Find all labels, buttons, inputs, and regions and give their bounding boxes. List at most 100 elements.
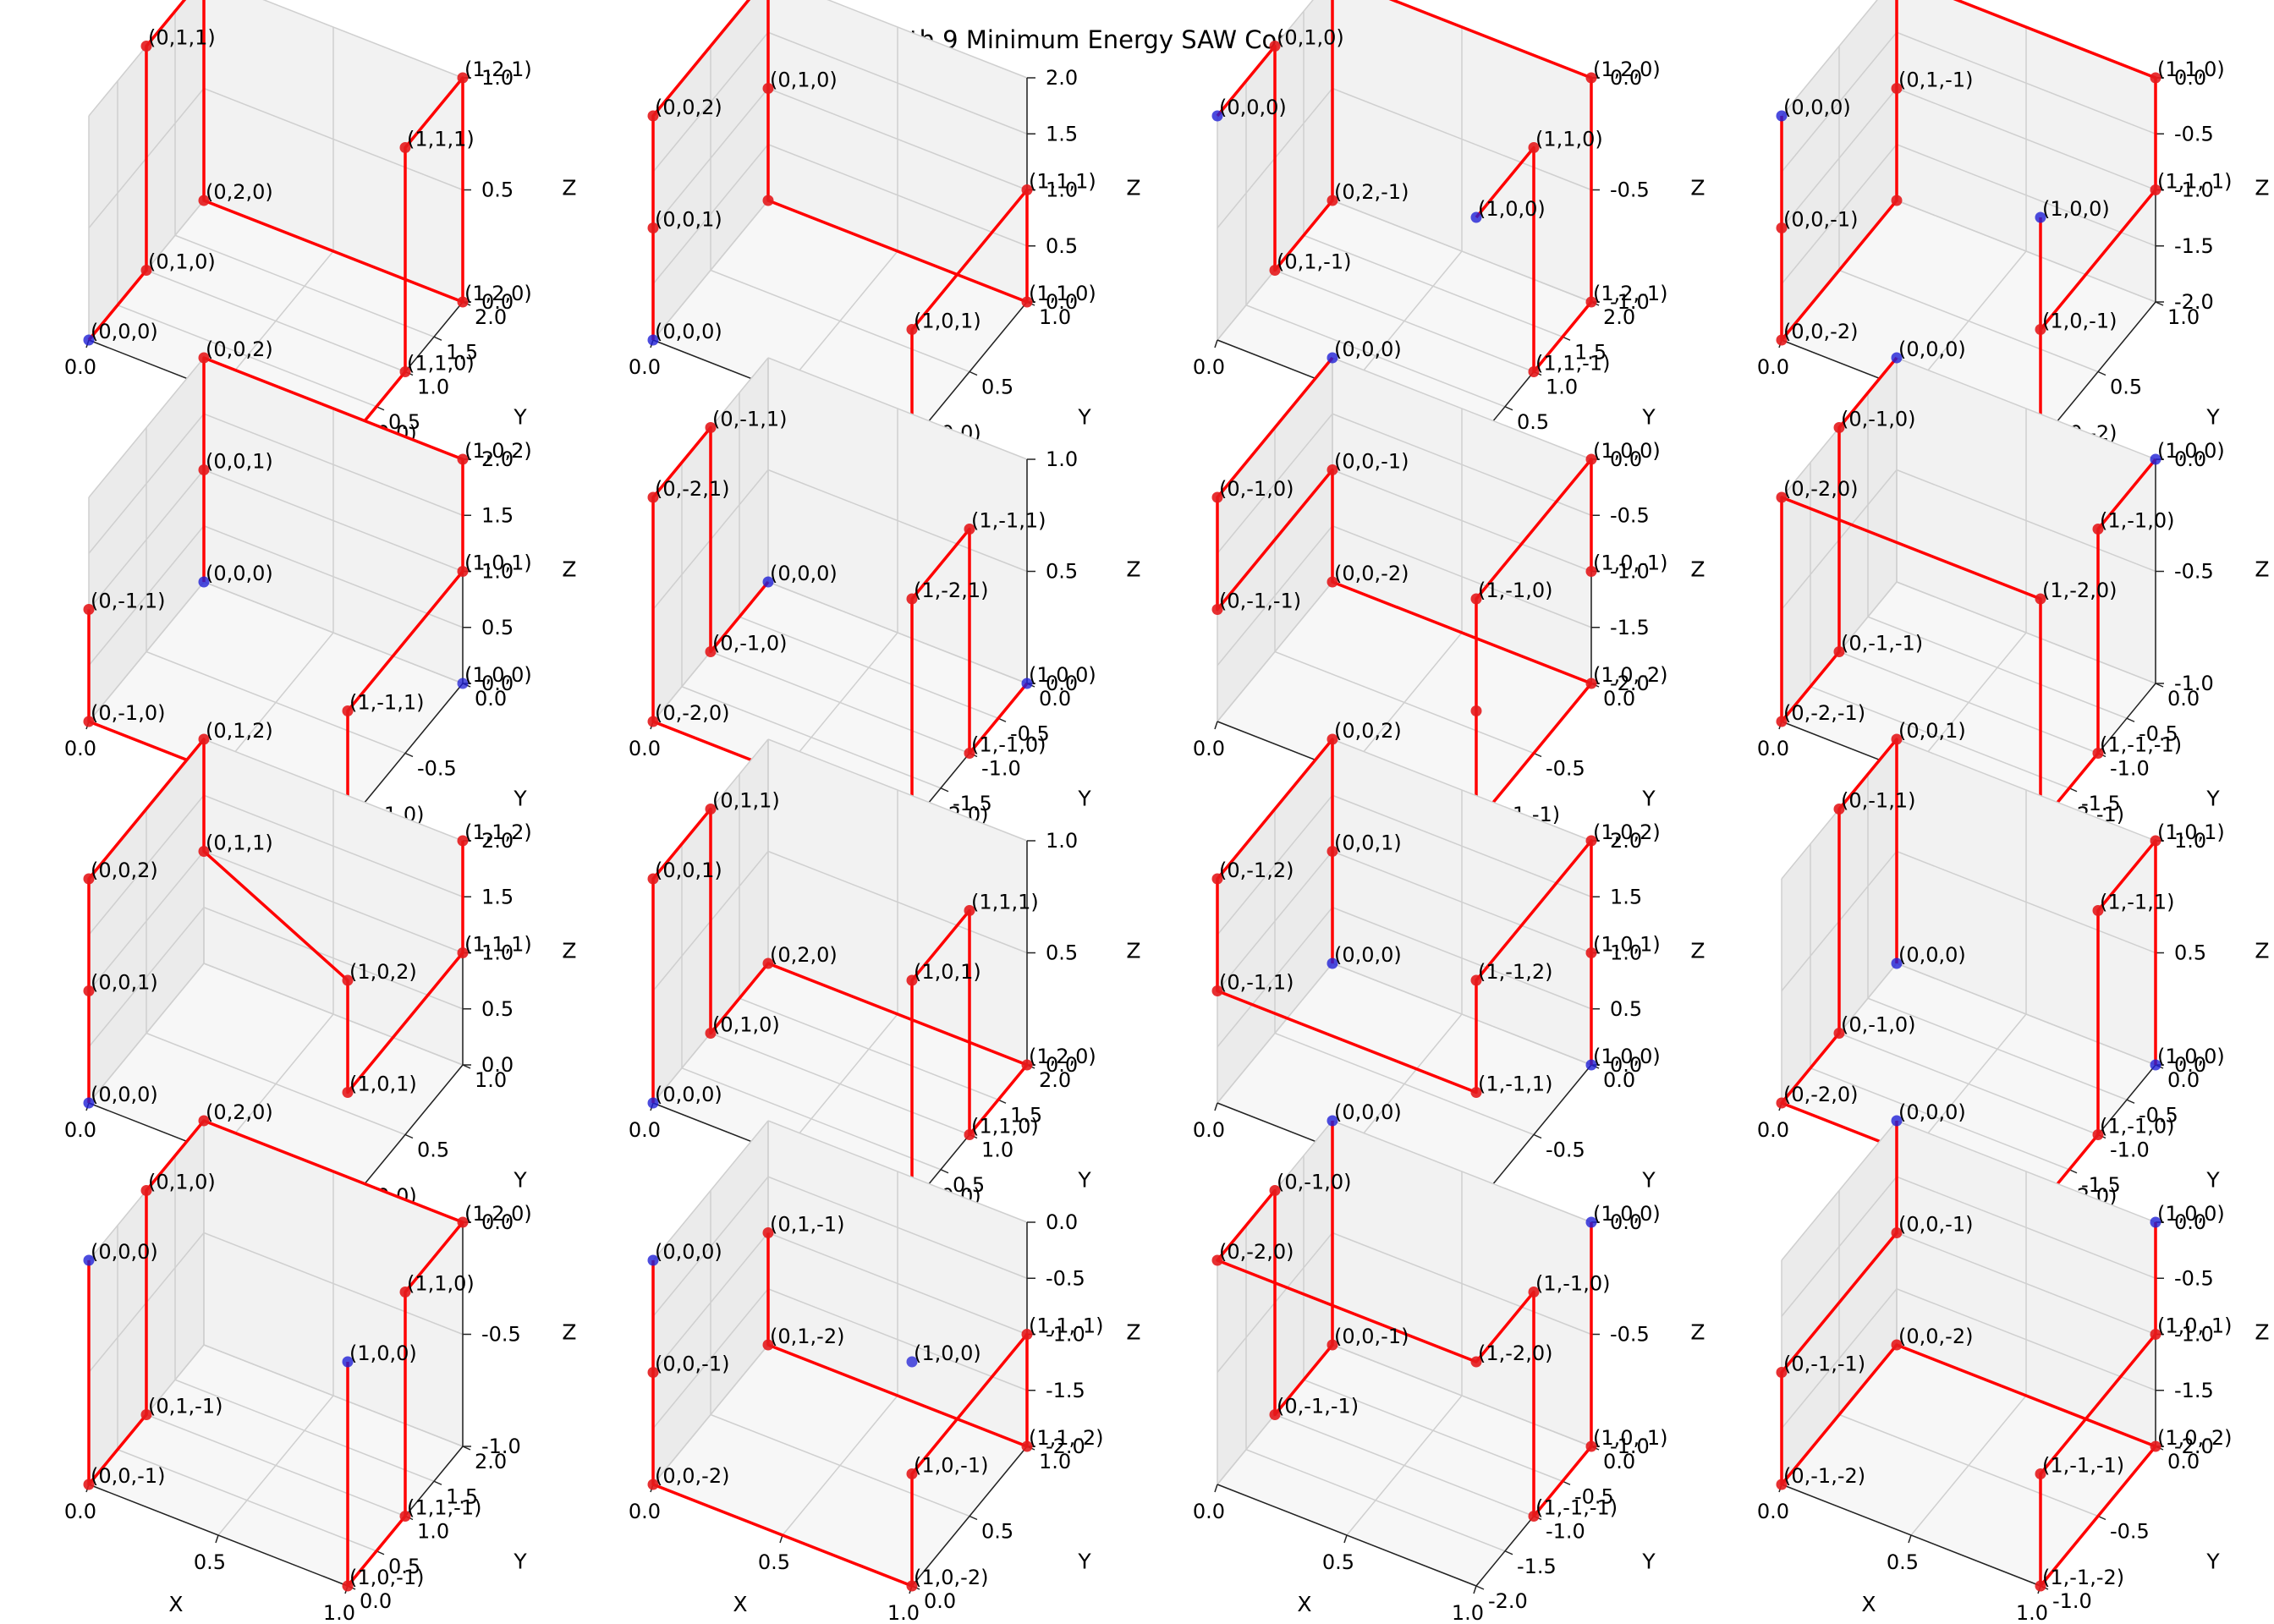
node-label: (1,0,1) [349, 1073, 417, 1096]
path-node [647, 1367, 659, 1378]
y-tick [404, 752, 414, 758]
path-node [198, 195, 210, 206]
subplot-6: 0.00.51.0-2.0-1.5-1.0-0.50.00.00.51.0XYZ… [611, 357, 1176, 862]
gridline [1896, 850, 2156, 954]
y-tick-label: 0.5 [1517, 410, 1549, 434]
gridline [739, 997, 999, 1100]
path-node [1891, 195, 1903, 206]
node-label: (0,0,1) [655, 208, 722, 232]
node-label: (1,0,0) [2157, 1202, 2225, 1226]
gridline [681, 1067, 942, 1171]
path-node [1269, 1185, 1281, 1196]
z-tick-label: -1.5 [1046, 1379, 1085, 1402]
path-node [1211, 873, 1223, 885]
gridline [1838, 1413, 2099, 1517]
z-tick-label: 1.0 [481, 66, 514, 90]
gridline [652, 31, 769, 173]
path-node [705, 422, 717, 433]
subplot-canvas: 0.00.51.00.00.51.01.52.00.00.51.0XYZ(0,0… [629, 738, 1141, 1243]
gridline [1332, 413, 1592, 516]
node-label: (0,0,0) [655, 1083, 722, 1106]
x-tick-label: 0.0 [1193, 1500, 1225, 1523]
gridline [1896, 1120, 2156, 1223]
path-node [1833, 646, 1845, 657]
gridline [203, 963, 464, 1066]
gridline [710, 269, 970, 373]
gridline [1838, 1032, 2099, 1136]
path-node [2092, 1129, 2104, 1140]
z-tick-label: 1.0 [2174, 829, 2206, 853]
path-node [1470, 1356, 1482, 1368]
gridline [1217, 794, 1333, 935]
path-node [1776, 1479, 1788, 1490]
path-node [457, 835, 469, 847]
start-marker [1776, 110, 1788, 122]
y-tick [433, 1480, 442, 1485]
gridline [1274, 269, 1535, 373]
node-label: (0,0,0) [655, 1240, 722, 1264]
path-node [399, 1511, 411, 1522]
gridline [1896, 1176, 2156, 1279]
path-node [457, 1216, 469, 1228]
gridline [88, 357, 205, 498]
node-label: (1,-1,1) [2100, 891, 2174, 914]
node-label: (1,-1,0) [2100, 1115, 2174, 1138]
path-node [1891, 733, 1903, 745]
path-node [1776, 222, 1788, 233]
gridline [1896, 1232, 2156, 1336]
y-tick [1504, 406, 1513, 411]
z-tick-label: -1.5 [2174, 1379, 2214, 1402]
gridline [827, 0, 1028, 79]
node-label: (1,-1,-1) [2100, 733, 2182, 757]
y-tick-label: 1.0 [1039, 305, 1071, 329]
z-tick-label: 2.0 [481, 829, 514, 853]
y-tick-label: 1.5 [1574, 340, 1607, 364]
path-node [1833, 422, 1845, 433]
node-label: (1,1,1) [464, 933, 532, 957]
path-node [1528, 1287, 1540, 1298]
path-node [2092, 905, 2104, 916]
path-node [1470, 705, 1482, 716]
start-marker [1585, 1216, 1597, 1228]
gridline [1781, 31, 1898, 173]
z-tick-label: 0.5 [1046, 941, 1078, 965]
gridline [1867, 616, 2128, 719]
path-node [1585, 296, 1597, 308]
z-axis-label: Z [1126, 1320, 1140, 1345]
node-label: (1,0,0) [1478, 197, 1546, 221]
x-tick-label: 0.0 [1757, 1500, 1789, 1523]
z-axis-label: Z [1126, 939, 1140, 963]
node-label: (1,0,0) [914, 1341, 981, 1365]
node-label: (0,-1,-1) [1219, 590, 1301, 613]
path-node [198, 733, 210, 745]
y-tick-label: 2.0 [1039, 1068, 1071, 1092]
node-label: (1,0,0) [2157, 1045, 2225, 1068]
node-label: (1,1,-1) [407, 1496, 481, 1520]
gridline [767, 850, 1028, 954]
path-node [762, 1339, 774, 1351]
x-tick-label: 0.0 [629, 737, 661, 760]
z-tick-label: 0.0 [2174, 66, 2206, 90]
x-tick [1214, 721, 1218, 730]
z-tick-label: -1.0 [1610, 1435, 1650, 1458]
start-marker [83, 1254, 95, 1266]
gridline [652, 200, 769, 341]
node-label: (1,0,0) [349, 1341, 417, 1365]
subplot-8: 0.00.51.0-2.0-1.5-1.0-0.50.0-1.0-0.50.0X… [1739, 337, 2274, 862]
x-tick [1908, 1534, 1912, 1544]
node-label: (1,0,1) [914, 310, 981, 333]
z-tick-label: 0.0 [481, 290, 514, 314]
node-label: (1,0,-1) [2042, 310, 2117, 333]
path-node [342, 1087, 354, 1098]
y-tick-label: 0.5 [981, 376, 1013, 399]
path-node [1528, 142, 1540, 153]
gridline [1896, 87, 2156, 191]
z-tick-label: -1.0 [1610, 560, 1650, 584]
y-axis-label: Y [2205, 405, 2220, 430]
y-tick-label: 0.5 [388, 410, 420, 434]
path-node [140, 1409, 152, 1420]
z-tick-label: 0.5 [481, 178, 514, 202]
path-node [964, 1129, 975, 1140]
gridline [203, 413, 464, 516]
